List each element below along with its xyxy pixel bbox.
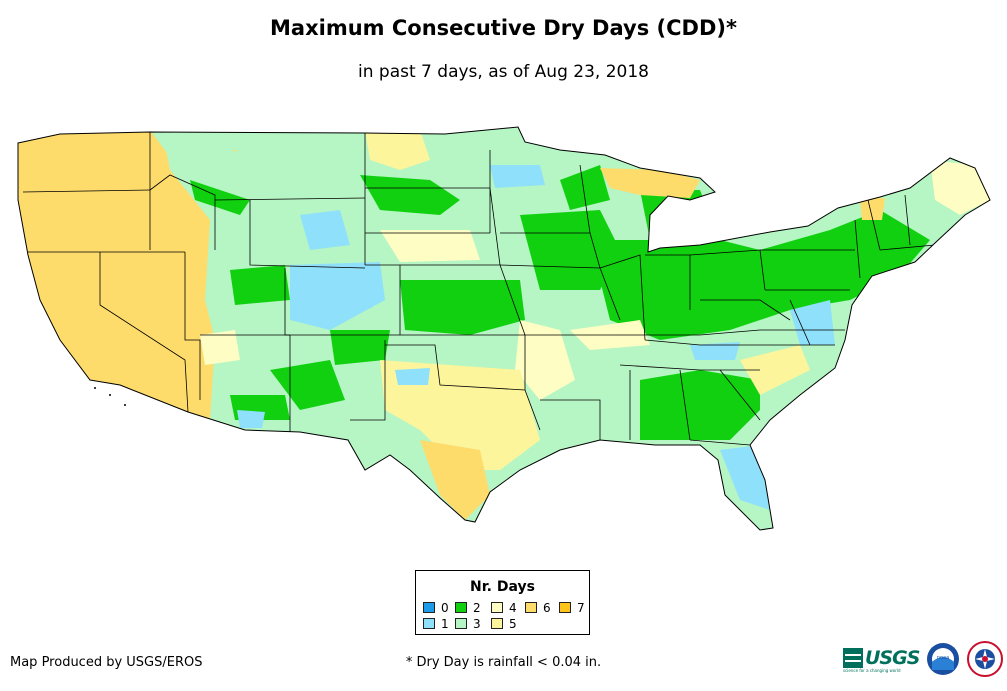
legend-item-6: 6 <box>525 602 551 615</box>
credit-text: Map Produced by USGS/EROS <box>10 655 203 670</box>
legend-swatch <box>491 602 503 613</box>
legend-item-3: 3 <box>455 618 481 631</box>
map-title: Maximum Consecutive Dry Days (CDD)* <box>270 16 737 40</box>
legend-swatch <box>491 618 503 629</box>
nws-logo-icon <box>967 641 1003 677</box>
agency-logos: USGS science for a changing world noaa <box>843 640 1003 680</box>
legend-item-1: 1 <box>423 618 449 631</box>
usgs-tagline: science for a changing world <box>843 668 901 673</box>
usgs-mark-icon <box>843 648 863 668</box>
usgs-logo: USGS <box>843 646 920 670</box>
legend-swatch <box>423 618 435 629</box>
legend-swatch <box>455 602 467 613</box>
cdd-map <box>17 126 991 531</box>
legend-item-5: 5 <box>491 618 517 631</box>
legend-swatch <box>455 618 467 629</box>
footnote-text: * Dry Day is rainfall < 0.04 in. <box>405 655 602 670</box>
legend-title: Nr. Days <box>470 579 535 595</box>
svg-text:noaa: noaa <box>937 655 949 661</box>
map-subtitle: in past 7 days, as of Aug 23, 2018 <box>358 62 649 82</box>
legend-swatch <box>525 602 537 613</box>
legend-item-2: 2 <box>455 602 481 615</box>
legend-item-7: 7 <box>559 602 585 615</box>
legend-swatch <box>423 602 435 613</box>
legend: Nr. Days 0 2 4 6 7 1 3 5 <box>415 570 590 635</box>
legend-item-0: 0 <box>423 602 449 615</box>
legend-item-4: 4 <box>491 602 517 615</box>
noaa-logo-icon: noaa <box>927 643 959 675</box>
legend-swatch <box>559 602 571 613</box>
